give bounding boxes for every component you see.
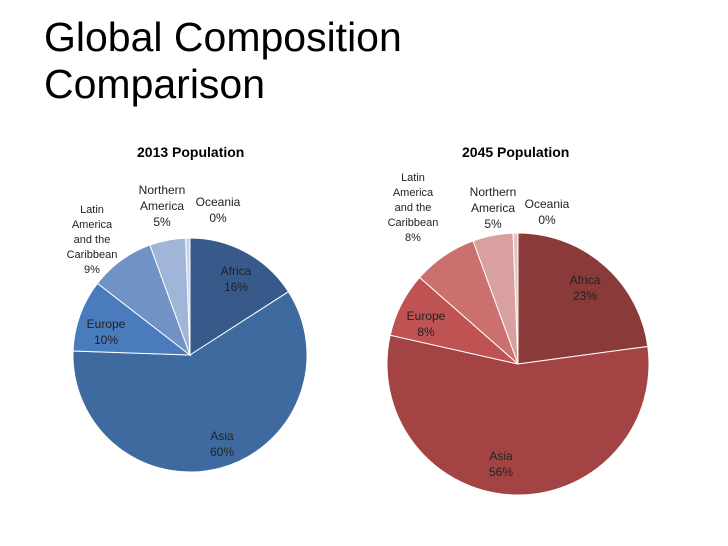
pie-label-value: 10% xyxy=(94,333,118,347)
pie-label-text: Latin xyxy=(80,204,104,216)
pie-label-value: 0% xyxy=(538,213,556,227)
pie-label-value: 60% xyxy=(210,445,234,459)
pie-slice-2013-asia xyxy=(72,291,308,473)
pie-label-text: Oceania xyxy=(196,195,241,209)
pie-label-text: and the xyxy=(74,234,111,246)
pie-label-2013-europe: Europe 10% xyxy=(87,317,126,347)
pie-label-value: 0% xyxy=(209,211,227,225)
pie-label-value: 9% xyxy=(84,264,100,276)
pie-label-value: 23% xyxy=(573,289,597,303)
pie-label-2013-oceania: Oceania 0% xyxy=(196,195,241,225)
pie-slice-2045-oceania xyxy=(512,232,519,365)
pie-label-2045-northern-america: Northern America 5% xyxy=(470,185,517,231)
chart-title-2045: 2045 Population xyxy=(462,144,570,160)
chart-title-2013: 2013 Population xyxy=(137,144,245,160)
pie-label-text: Europe xyxy=(87,317,126,331)
pie-label-value: 5% xyxy=(153,215,171,229)
slide-title-line-1: Global Composition xyxy=(44,14,402,60)
pie-slice-2013-oceania xyxy=(185,237,191,356)
pie-label-text: Caribbean xyxy=(67,249,118,261)
pie-label-2013-asia: Asia 60% xyxy=(210,429,234,459)
pie-label-2045-oceania: Oceania 0% xyxy=(525,197,570,227)
pie-label-text: Northern xyxy=(139,183,186,197)
pie-label-text: Europe xyxy=(407,309,446,323)
pie-label-text: Asia xyxy=(489,449,513,463)
pie-label-text: America xyxy=(72,219,113,231)
slide-title-line-2: Comparison xyxy=(44,61,266,107)
pie-label-text: America xyxy=(393,187,434,199)
pie-label-2013-africa: Africa 16% xyxy=(221,264,252,294)
pie-label-2045-latin-america-and-the-caribbean: Latin America and the Caribbean 8% xyxy=(388,172,439,244)
pie-slice-2045-africa xyxy=(517,232,649,365)
pie-slice-2045-asia xyxy=(386,334,650,496)
pie-label-text: Africa xyxy=(570,273,601,287)
pie-label-text: Latin xyxy=(401,172,425,184)
pie-label-text: Africa xyxy=(221,264,252,278)
pie-label-text: and the xyxy=(395,202,432,214)
pie-label-text: Northern xyxy=(470,185,517,199)
pie-label-text: Oceania xyxy=(525,197,570,211)
pie-label-value: 16% xyxy=(224,280,248,294)
pie-label-text: Asia xyxy=(210,429,234,443)
pie-label-value: 8% xyxy=(405,232,421,244)
pie-label-2045-europe: Europe 8% xyxy=(407,309,446,339)
pie-label-text: Caribbean xyxy=(388,217,439,229)
pie-label-2045-africa: Africa 23% xyxy=(570,273,601,303)
pie-label-text: America xyxy=(140,199,184,213)
pie-label-text: America xyxy=(471,201,515,215)
pie-slice-2013-africa xyxy=(189,237,290,356)
slide-title: Global Composition Comparison xyxy=(44,14,604,108)
pie-label-value: 8% xyxy=(417,325,435,339)
pie-label-2013-northern-america: Northern America 5% xyxy=(139,183,186,229)
pie-slice-2013-europe xyxy=(72,282,192,356)
pie-label-2013-latin-america-and-the-caribbean: Latin America and the Caribbean 9% xyxy=(67,204,118,276)
pie-label-value: 5% xyxy=(484,217,502,231)
pie-label-value: 56% xyxy=(489,465,513,479)
pie-label-2045-asia: Asia 56% xyxy=(489,449,513,479)
